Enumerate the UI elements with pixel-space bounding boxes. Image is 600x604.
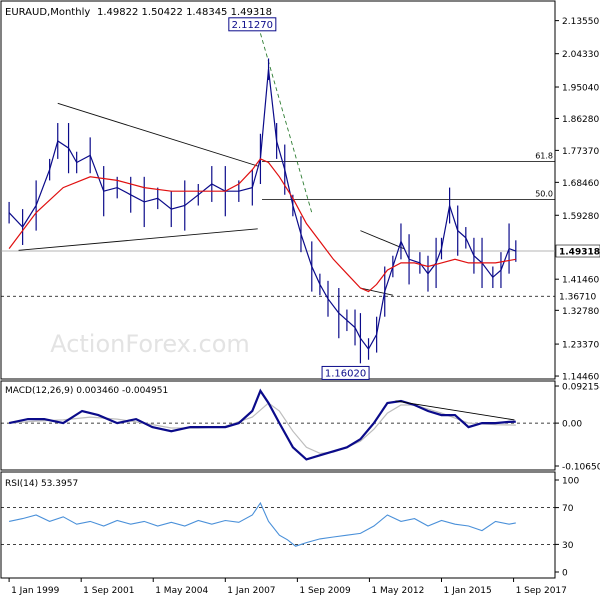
- current-price-tag: 1.49318: [559, 248, 600, 258]
- trendline: [57, 102, 258, 167]
- x-tick-label: 1 Sep 2001: [83, 586, 134, 596]
- macd-y-tick-label: 0.00: [562, 420, 582, 430]
- x-tick-label: 1 Sep 2017: [516, 586, 567, 596]
- price-y-tick-label: 1.68460: [562, 179, 599, 189]
- rsi-y-tick-label: 70: [562, 504, 574, 514]
- macd-plot: MACD(12,26,9) 0.003460 -0.004951 0.092158…: [1, 383, 600, 473]
- price-y-tick-label: 1.77370: [562, 147, 599, 157]
- x-axis: 1 Jan 1999 1 Sep 2001 1 May 2004 1 Jan 2007…: [8, 578, 567, 596]
- trendline: [360, 230, 404, 249]
- price-plot: 61.8 50.0 1.36710 1.49318 2.11270 1.16020: [1, 17, 600, 380]
- support-tag-bg: [556, 290, 599, 303]
- extreme-label: 2.11270: [232, 20, 273, 31]
- rsi-y-tick-label: 100: [562, 477, 579, 487]
- price-panel: [0, 0, 556, 380]
- rsi-line: [8, 501, 516, 547]
- support-tag-label: 1.36710: [559, 293, 596, 303]
- rsi-title: RSI(14) 53.3957: [5, 479, 78, 489]
- price-y-tick-label: 1.41460: [562, 276, 599, 286]
- x-tick-label: 1 Sep 2009: [299, 586, 351, 596]
- price-y-tick-label: 1.32780: [562, 307, 599, 317]
- watermark-text: ActionForex.com: [50, 330, 250, 358]
- x-tick-label: 1 Jan 2015: [443, 586, 491, 596]
- rsi-y-tick-label: 0: [562, 569, 568, 579]
- rsi-panel: [0, 471, 556, 579]
- price-close-line: [8, 69, 517, 351]
- extreme-label-box: [228, 17, 277, 32]
- x-tick-label: 1 May 2004: [155, 586, 208, 596]
- price-y-tick-label: 1.59280: [562, 212, 599, 222]
- x-tick-label: 1 Jan 2007: [227, 586, 275, 596]
- macd-y-tick-label: 0.092158: [562, 383, 600, 393]
- x-tick-label: 1 May 2012: [371, 586, 424, 596]
- rsi-plot: RSI(14) 53.3957 100 70 30 0: [1, 477, 579, 579]
- chart-header-symbol: EURAUD,Monthly: [5, 7, 90, 18]
- extreme-label-box: [321, 365, 370, 380]
- macd-y-tick-label: -0.106503: [562, 463, 600, 473]
- x-tick-label: 1 Jan 1999: [11, 586, 59, 596]
- rsi-y-tick-label: 30: [562, 541, 574, 551]
- fib-level-label: 50.0: [535, 190, 553, 199]
- price-y-tick-label: 2.04330: [562, 50, 599, 60]
- chart-header-ohlc: 1.49822 1.50422 1.48345 1.49318: [97, 7, 272, 18]
- sma-line: [8, 158, 516, 293]
- trendline: [360, 287, 393, 296]
- fib-level-label: 61.8: [535, 151, 553, 160]
- price-y-tick-label: 1.86280: [562, 115, 599, 125]
- trendline: [18, 228, 258, 251]
- macd-title: MACD(12,26,9) 0.003460 -0.004951: [5, 386, 168, 396]
- price-y-tick-label: 1.95040: [562, 84, 599, 94]
- price-y-tick-label: 1.23370: [562, 341, 599, 351]
- macd-line: [8, 388, 516, 461]
- price-y-tick-label: 1.14460: [562, 373, 599, 383]
- extreme-label: 1.16020: [325, 368, 366, 379]
- macd-panel: [0, 380, 556, 471]
- price-y-tick-label: 2.13550: [562, 17, 599, 27]
- current-price-tag-bg: [555, 244, 600, 258]
- macd-trendline: [395, 400, 515, 421]
